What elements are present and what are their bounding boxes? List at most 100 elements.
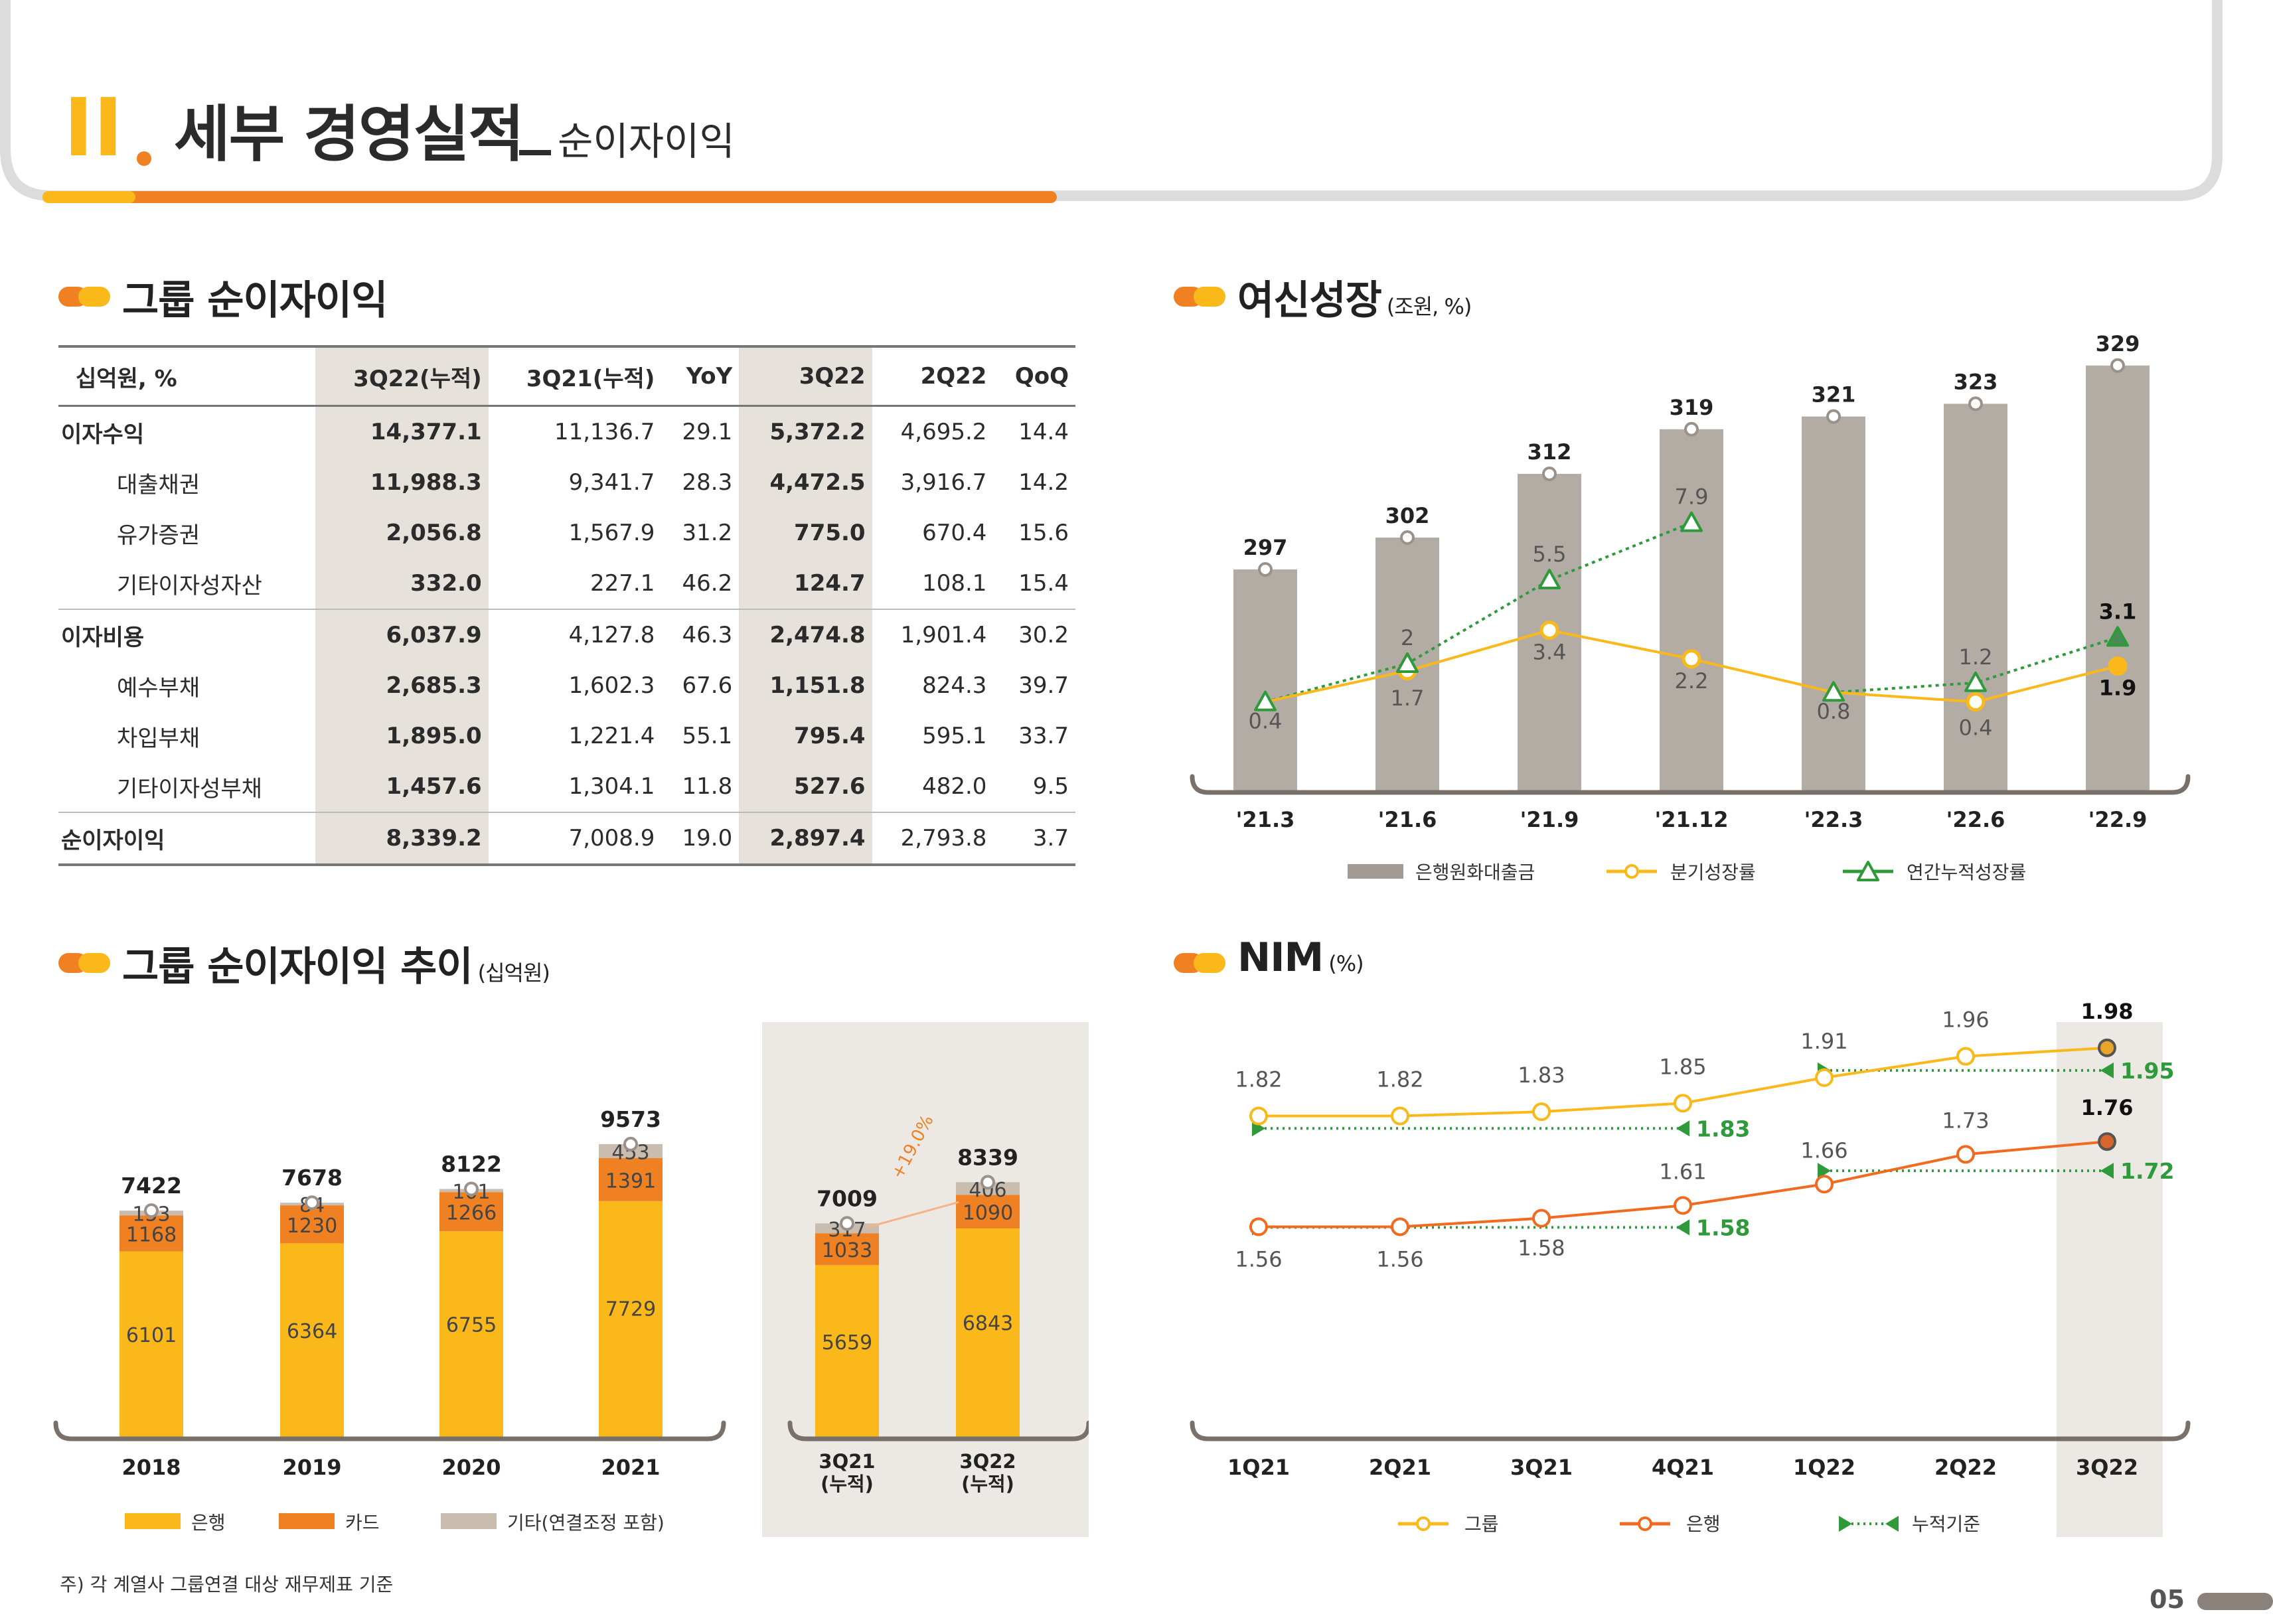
x-tick-label: '21.9	[1520, 807, 1579, 832]
table-cell: 14.2	[1018, 469, 1069, 496]
segment-value-label: 6843	[963, 1312, 1013, 1335]
stacked-bar-segment	[956, 1195, 1020, 1229]
table-header: 십억원, %	[58, 345, 315, 407]
bullet-icon	[58, 287, 110, 307]
bank-value-label: 1.56	[1235, 1246, 1282, 1272]
table-row: 이자수익 14,377.1 11,136.7 29.1 5,372.2 4,695.2 14…	[58, 406, 1075, 457]
row-label: 이자수익	[61, 421, 145, 448]
table-cell: 2,897.4	[739, 812, 872, 866]
page-number: 05	[2150, 1585, 2185, 1614]
loan-bar	[1802, 416, 1865, 792]
footnote: 주) 각 계열사 그룹연결 대상 재무제표 기준	[60, 1574, 394, 1595]
loan-bar	[1233, 569, 1297, 792]
table-cell: 9.5	[1032, 773, 1069, 800]
stacked-bar-segment	[599, 1201, 663, 1440]
cumulative-growth-label: 5.5	[1533, 542, 1567, 567]
bar-top-marker	[840, 1216, 854, 1231]
table-cell: 124.7	[739, 558, 872, 609]
x-tick-label: '22.9	[2088, 807, 2148, 832]
bank-value-label: 1.73	[1942, 1108, 1989, 1133]
table-row: 이자비용 6,037.9 4,127.8 46.3 2,474.8 1,901.4 30.2	[58, 609, 1075, 660]
group-data-point	[1391, 1106, 1409, 1126]
table-row: 유가증권 2,056.8 1,567.9 31.2 775.0 670.4 15.6	[58, 508, 1075, 558]
table-cell: 4,127.8	[488, 609, 662, 660]
stacked-bar-segment	[119, 1215, 183, 1252]
group-data-point	[2098, 1038, 2116, 1057]
bar-top-marker	[1400, 530, 1415, 545]
cumulative-value-label: 1.83	[1696, 1116, 1750, 1142]
bar-top-marker	[305, 1195, 319, 1211]
x-tick-label: '21.6	[1378, 807, 1437, 832]
bar-top-marker	[1968, 396, 1983, 411]
bar-value-label: 323	[1954, 369, 1998, 394]
legend-label: 은행원화대출금	[1415, 861, 1535, 883]
bank-data-point	[1956, 1145, 1975, 1164]
data-point-triangle	[1680, 511, 1703, 532]
legend-swatch	[441, 1513, 497, 1529]
bar-total-label: 7422	[121, 1173, 182, 1199]
group-value-label: 1.91	[1800, 1029, 1847, 1054]
bullet-icon	[1174, 287, 1225, 307]
group-value-label: 1.82	[1235, 1067, 1282, 1092]
cumulative-growth-label: 7.9	[1675, 484, 1709, 510]
table-cell: 1,567.9	[568, 520, 655, 546]
legend-marker	[1416, 1516, 1431, 1531]
bank-value-label: 1.66	[1800, 1138, 1847, 1163]
segment-value-label: 6364	[287, 1320, 337, 1343]
group-value-label: 1.82	[1376, 1067, 1423, 1092]
table-cell: 3,916.7	[900, 469, 987, 496]
arrow-left-icon	[2100, 1163, 2114, 1179]
table-header: QoQ	[993, 345, 1075, 407]
cumulative-growth-label: 1.2	[1959, 644, 1993, 670]
row-label: 차입부채	[117, 725, 200, 752]
segment-value-label: 1391	[605, 1169, 656, 1193]
arrow-left-icon	[1676, 1120, 1689, 1137]
title-underscore	[519, 150, 551, 155]
table-cell: 28.3	[682, 469, 733, 496]
table-cell: 1,221.4	[568, 723, 655, 749]
cumulative-value-label: 1.58	[1696, 1215, 1750, 1240]
x-tick-label: '21.3	[1236, 807, 1295, 832]
group-value-label: 1.98	[2081, 999, 2134, 1024]
table-cell: 1,895.0	[315, 711, 489, 761]
row-label: 기타이자성자산	[117, 572, 262, 599]
bar-total-label: 7009	[817, 1185, 878, 1211]
quarterly-growth-label: 0.4	[1959, 715, 1993, 741]
section-title-loan-growth: 여신성장 (조원, %)	[1237, 277, 1472, 324]
row-label: 기타이자성부채	[117, 775, 262, 802]
table-cell: 670.4	[922, 520, 987, 546]
segment-value-label: 5659	[822, 1331, 872, 1355]
stacked-bar-segment	[956, 1228, 1020, 1440]
quarterly-growth-label: 3.4	[1533, 640, 1567, 665]
loan-growth-chart: 297 302 312 319 321 323 329 0.4 1.7 3.4 2.2 0.8 0.4 1…	[1190, 331, 2191, 883]
quarterly-growth-label: 1.7	[1391, 686, 1425, 711]
group-data-point	[1249, 1106, 1268, 1126]
x-tick-label: 2020	[441, 1455, 501, 1480]
x-tick-label: 1Q21	[1227, 1455, 1290, 1480]
table-cell: 7,008.9	[488, 812, 662, 866]
bar-top-marker	[1826, 409, 1841, 424]
x-tick-label: 2Q21	[1369, 1455, 1431, 1480]
cumulative-growth-line-2022	[1833, 636, 2118, 694]
segment-value-label: 6101	[126, 1324, 177, 1347]
x-tick-label: '21.12	[1654, 807, 1728, 832]
row-label: 유가증권	[117, 522, 200, 549]
bar-value-label: 302	[1385, 503, 1430, 528]
bar-top-marker	[623, 1136, 638, 1151]
data-point-triangle	[1254, 690, 1277, 711]
stacked-bar-segment	[815, 1233, 879, 1266]
loan-bar	[2086, 365, 2150, 792]
bar-value-label: 329	[2096, 331, 2140, 356]
table-cell: 11,136.7	[554, 419, 655, 445]
table-row: 기타이자성자산 332.0 227.1 46.2 124.7 108.1 15.4	[58, 558, 1075, 609]
bar-total-label: 8122	[441, 1151, 502, 1177]
legend-label: 분기성장률	[1670, 861, 1756, 883]
table-header: 2Q22	[872, 345, 994, 407]
bank-value-label: 1.58	[1518, 1236, 1565, 1261]
table-cell: 1,304.1	[568, 773, 655, 800]
legend-marker	[1624, 864, 1639, 879]
legend-marker	[1638, 1516, 1652, 1531]
x-tick-label: (누적)	[821, 1473, 874, 1495]
table-cell: 33.7	[1018, 723, 1069, 749]
bar-total-label: 8339	[957, 1144, 1018, 1170]
